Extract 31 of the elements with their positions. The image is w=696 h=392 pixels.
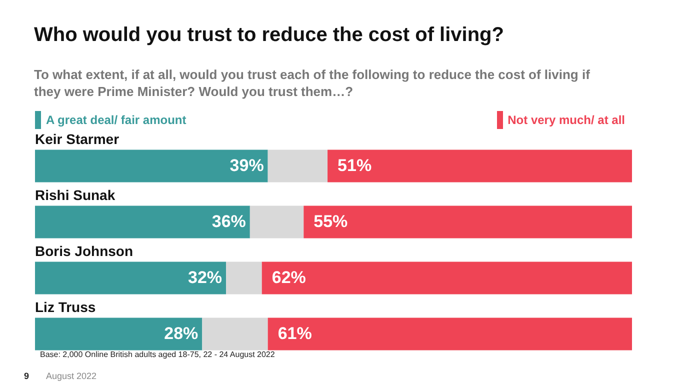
- y-tick-label: Rishi Sunak: [35, 187, 116, 203]
- bar: [226, 262, 262, 294]
- bar: [35, 262, 226, 294]
- annotation: Base: 2,000 Online British adults aged 18-75, 22 - 24 August 2022: [40, 350, 275, 359]
- legend-label: Not very much/ at all: [508, 113, 625, 127]
- bar: [262, 262, 632, 294]
- bar: [250, 206, 304, 238]
- bar: [268, 150, 328, 182]
- data-label: 51%: [338, 156, 372, 175]
- bar: [35, 150, 268, 182]
- bar: [35, 206, 250, 238]
- text: 9: [24, 371, 30, 381]
- bar: [202, 318, 268, 350]
- data-label: 28%: [164, 324, 198, 343]
- data-label: 62%: [272, 268, 306, 287]
- data-label: 36%: [212, 212, 246, 231]
- chart-subtitle: To what extent, if at all, would you trust each of the following to reduce the cost of living if they were Prime Minister? Would you trust them…?: [34, 66, 591, 100]
- chart-title: Who would you trust to reduce the cost of living?: [34, 24, 504, 47]
- bar: [35, 318, 202, 350]
- bar: [304, 206, 632, 238]
- text: August 2022: [46, 371, 97, 381]
- y-tick-label: Liz Truss: [35, 299, 96, 315]
- y-tick-label: Keir Starmer: [35, 131, 120, 147]
- data-label: 61%: [278, 324, 312, 343]
- data-label: 55%: [314, 212, 348, 231]
- data-label: 32%: [188, 268, 222, 287]
- y-tick-label: Boris Johnson: [35, 243, 134, 259]
- data-label: 39%: [230, 156, 264, 175]
- bar: [268, 318, 632, 350]
- bar: [328, 150, 632, 182]
- legend-label: A great deal/ fair amount: [46, 113, 186, 127]
